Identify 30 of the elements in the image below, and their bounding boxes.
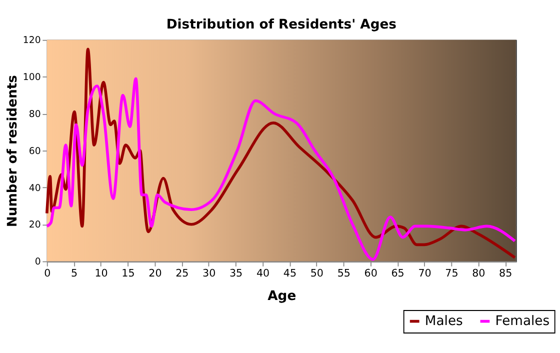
x-tick-label: 65	[391, 268, 404, 280]
y-axis-title: Number of residents	[5, 74, 20, 228]
x-tick-label: 70	[418, 268, 432, 280]
chart-title: Distribution of Residents' Ages	[166, 18, 397, 33]
y-tick-label: 100	[22, 72, 41, 84]
x-tick-label: 55	[337, 268, 350, 280]
legend-label: Males	[424, 314, 464, 330]
x-tick-label: 50	[310, 268, 324, 280]
x-tick-label: 80	[472, 268, 486, 280]
y-tick-label: 0	[34, 256, 41, 268]
x-tick-label: 60	[364, 268, 378, 280]
x-tick-label: 5	[71, 268, 78, 280]
x-tick-label: 35	[230, 268, 243, 280]
x-tick-label: 45	[283, 268, 297, 280]
x-tick-label: 10	[94, 268, 108, 280]
x-tick-label: 75	[445, 268, 458, 280]
x-tick-label: 85	[499, 268, 512, 280]
x-tick-label: 40	[256, 268, 270, 280]
x-tick-label: 25	[176, 268, 189, 280]
legend-label: Females	[495, 314, 550, 330]
y-tick-label: 20	[28, 220, 41, 231]
y-tick-label: 40	[28, 182, 41, 194]
x-tick-label: 20	[148, 268, 162, 280]
x-tick-label: 15	[122, 268, 135, 280]
y-tick-label: 80	[28, 108, 41, 120]
x-tick-label: 30	[202, 268, 216, 280]
x-tick-label: 0	[44, 268, 51, 280]
x-axis-title: Age	[268, 289, 296, 304]
y-tick-label: 120	[22, 35, 41, 46]
y-tick-label: 60	[28, 146, 41, 157]
